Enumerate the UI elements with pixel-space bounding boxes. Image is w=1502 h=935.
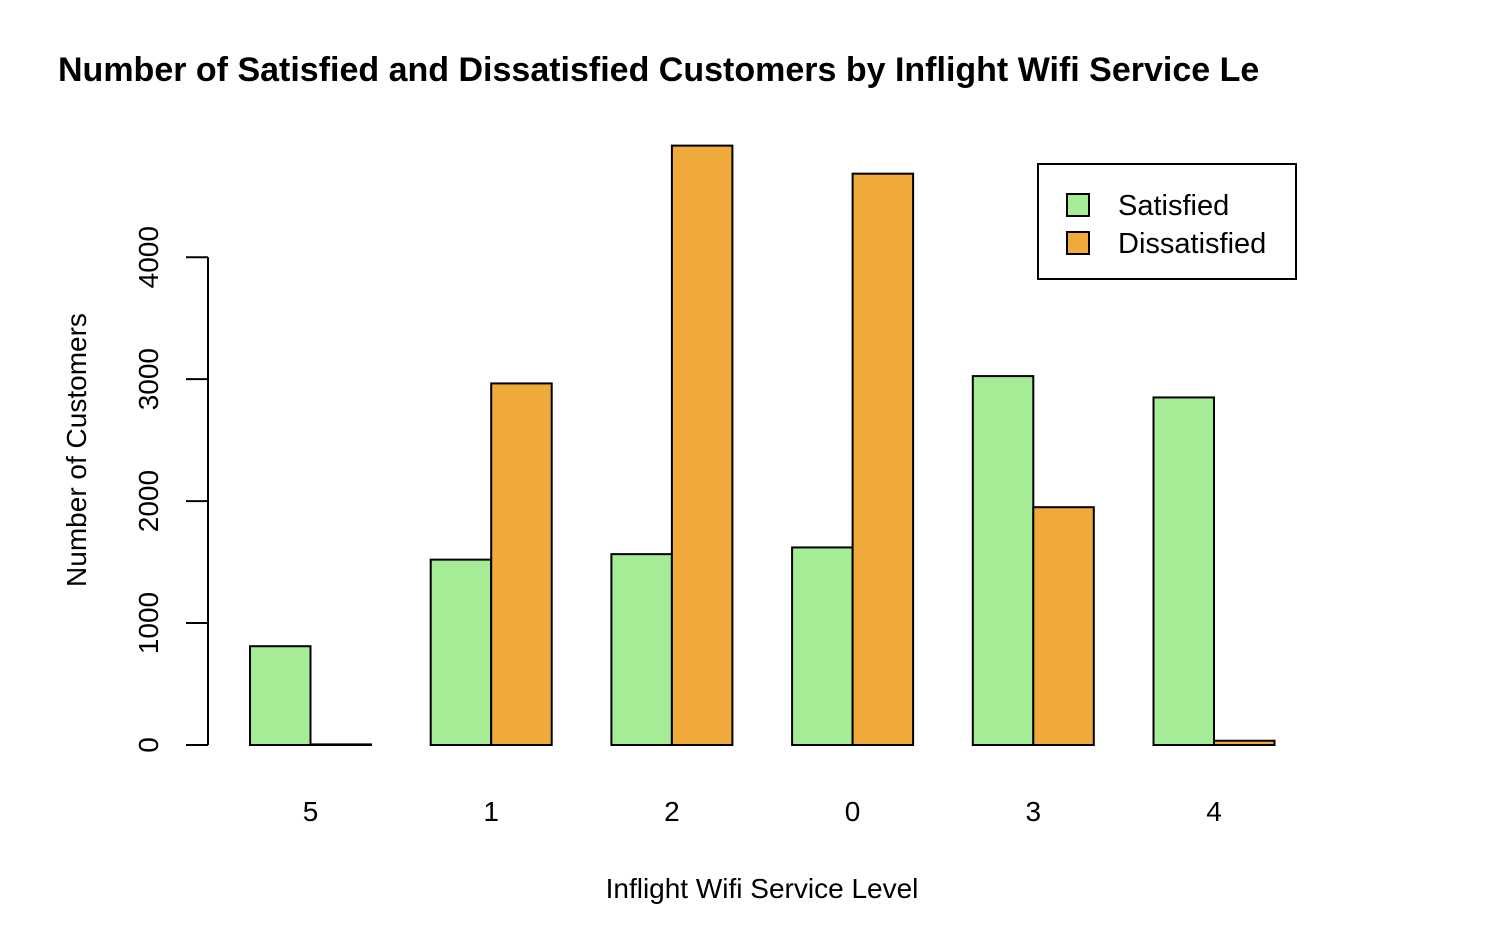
x-tick-labels: 5 1 2 0 3 4 [303,796,1222,827]
x-tick-label: 4 [1206,796,1222,827]
y-ticks: 0 1000 2000 3000 4000 [133,226,208,753]
bar-satisfied-3 [971,375,1035,746]
x-tick-label: 1 [483,796,499,827]
bar-dissatisfied-3 [1032,506,1095,747]
chart-title: Number of Satisfied and Dissatisfied Cus… [58,51,1259,89]
y-axis-label: Number of Customers [61,313,92,587]
bar-satisfied-0 [791,546,854,746]
bar-satisfied-2 [610,553,673,746]
x-axis-label: Inflight Wifi Service Level [606,873,919,904]
y-tick-label: 3000 [133,348,164,410]
bar-satisfied-5 [249,645,312,747]
bar-dissatisfied-1 [490,382,553,746]
bar-dissatisfied-4 [1213,739,1276,747]
x-tick-label: 5 [303,796,319,827]
legend-entries: Satisfied Dissatisfied [1066,190,1266,260]
x-tick-label: 0 [845,796,861,827]
legend-box [1037,163,1297,280]
bar-dissatisfied-0 [851,172,915,746]
bar-satisfied-4 [1152,396,1215,746]
bar-dissatisfied-5 [309,743,372,747]
y-axis: 0 1000 2000 3000 4000 [133,226,209,753]
y-tick-label: 1000 [133,592,164,654]
bars [249,144,1276,747]
legend-label-dissatisfied: Dissatisfied [1118,228,1266,260]
bar-satisfied-1 [429,558,493,746]
bar-dissatisfied-2 [670,144,734,747]
x-tick-label: 2 [664,796,680,827]
x-tick-label: 3 [1026,796,1042,827]
legend-swatch-dissatisfied [1066,231,1090,255]
legend: Satisfied Dissatisfied [1037,163,1297,280]
legend-swatch-satisfied [1066,193,1090,217]
y-tick-label: 0 [133,737,164,753]
y-tick-label: 4000 [133,226,164,288]
y-tick-label: 2000 [133,470,164,532]
legend-label-satisfied: Satisfied [1118,190,1229,222]
